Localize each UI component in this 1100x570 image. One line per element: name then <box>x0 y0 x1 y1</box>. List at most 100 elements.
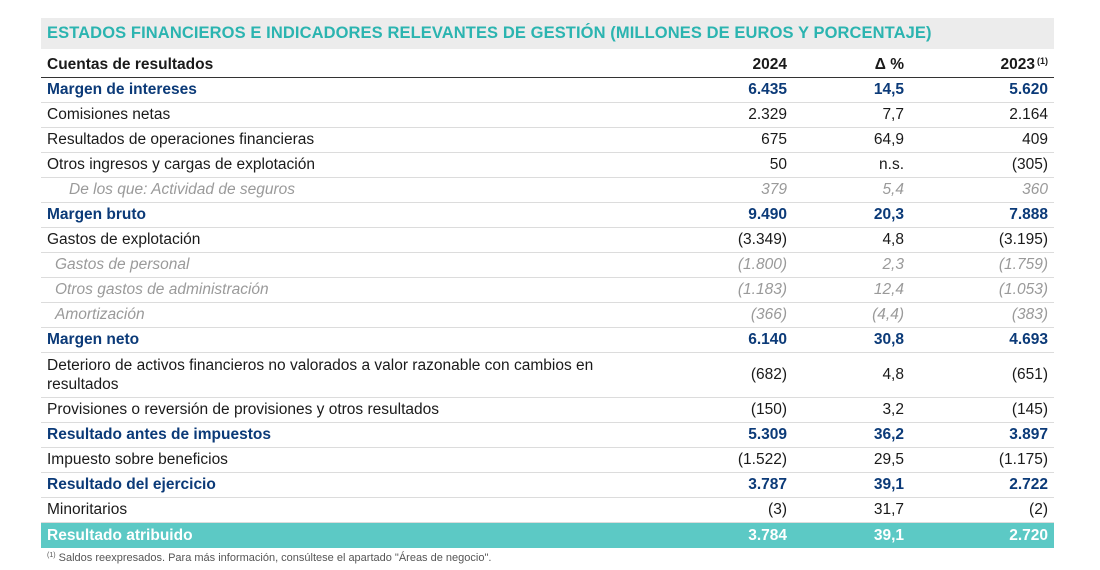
row-value-2024: 2.329 <box>641 102 793 128</box>
row-value-2024: 6.140 <box>641 327 793 353</box>
row-label: Resultado atribuido <box>41 522 641 548</box>
row-value-delta: 36,2 <box>793 422 910 448</box>
header-label: Cuentas de resultados <box>41 49 641 78</box>
row-value-delta: 4,8 <box>793 352 910 398</box>
row-label: Margen de intereses <box>41 77 641 103</box>
row-value-2023: (1.053) <box>910 277 1054 303</box>
row-value-2023: 360 <box>910 177 1054 203</box>
row-value-delta: 64,9 <box>793 127 910 153</box>
row-label: Amortización <box>41 302 641 328</box>
row-label: Resultado antes de impuestos <box>41 422 641 448</box>
table-row: Otros ingresos y cargas de explotación 5… <box>41 152 1054 178</box>
row-label: Resultado del ejercicio <box>41 472 641 498</box>
row-value-2024: (3) <box>641 497 793 523</box>
row-value-2023: 2.164 <box>910 102 1054 128</box>
row-value-delta: 14,5 <box>793 77 910 103</box>
table-row: Otros gastos de administración (1.183) 1… <box>41 277 1054 303</box>
table-row: Minoritarios (3) 31,7 (2) <box>41 497 1054 523</box>
row-value-2023: 4.693 <box>910 327 1054 353</box>
row-value-2023: (1.175) <box>910 447 1054 473</box>
row-label: Otros gastos de administración <box>41 277 641 303</box>
row-value-2024: 9.490 <box>641 202 793 228</box>
row-value-2023: 3.897 <box>910 422 1054 448</box>
row-label: Impuesto sobre beneficios <box>41 447 641 473</box>
table-row: Resultados de operaciones financieras 67… <box>41 127 1054 153</box>
row-label: Otros ingresos y cargas de explotación <box>41 152 641 178</box>
header-2023: 2023 (1) <box>910 49 1054 78</box>
row-value-2024: 6.435 <box>641 77 793 103</box>
row-value-2024: 50 <box>641 152 793 178</box>
row-value-2023: (145) <box>910 397 1054 423</box>
footnote-marker: (1) <box>1037 55 1048 66</box>
row-value-2024: (366) <box>641 302 793 328</box>
row-label: Margen neto <box>41 327 641 353</box>
row-value-delta: 30,8 <box>793 327 910 353</box>
footnote-mark: (1) <box>47 552 56 559</box>
row-value-2024: 379 <box>641 177 793 203</box>
row-value-2024: 5.309 <box>641 422 793 448</box>
row-value-2023: (2) <box>910 497 1054 523</box>
row-value-delta: 3,2 <box>793 397 910 423</box>
row-label: Minoritarios <box>41 497 641 523</box>
row-value-2023: 409 <box>910 127 1054 153</box>
row-value-2024: 675 <box>641 127 793 153</box>
row-label: Margen bruto <box>41 202 641 228</box>
table-row: Impuesto sobre beneficios (1.522) 29,5 (… <box>41 447 1054 473</box>
footnote-text: Saldos reexpresados. Para más informació… <box>58 552 492 564</box>
row-value-2023: (3.195) <box>910 227 1054 253</box>
row-value-delta: 31,7 <box>793 497 910 523</box>
row-value-delta: 4,8 <box>793 227 910 253</box>
row-label: De los que: Actividad de seguros <box>41 177 641 203</box>
row-value-delta: (4,4) <box>793 302 910 328</box>
header-2024: 2024 <box>641 49 793 78</box>
row-value-2023: 5.620 <box>910 77 1054 103</box>
row-value-2023: 7.888 <box>910 202 1054 228</box>
header-delta: Δ % <box>793 49 910 78</box>
row-value-2024: 3.787 <box>641 472 793 498</box>
table-row: Amortización (366) (4,4) (383) <box>41 302 1054 328</box>
row-value-2023: 2.722 <box>910 472 1054 498</box>
table-row: Resultado antes de impuestos 5.309 36,2 … <box>41 422 1054 448</box>
row-value-2024: (1.800) <box>641 252 793 278</box>
table-row: De los que: Actividad de seguros 379 5,4… <box>41 177 1054 203</box>
row-label: Provisiones o reversión de provisiones y… <box>41 397 641 423</box>
row-value-2024: (682) <box>641 352 793 398</box>
row-value-2024: (3.349) <box>641 227 793 253</box>
row-value-delta: 7,7 <box>793 102 910 128</box>
row-value-2023: (383) <box>910 302 1054 328</box>
table-row: Margen bruto 9.490 20,3 7.888 <box>41 202 1054 228</box>
table-row: Deterioro de activos financieros no valo… <box>41 352 1054 398</box>
table-row: Margen de intereses 6.435 14,5 5.620 <box>41 77 1054 103</box>
table-row: Provisiones o reversión de provisiones y… <box>41 397 1054 423</box>
row-label: Comisiones netas <box>41 102 641 128</box>
table-row: Comisiones netas 2.329 7,7 2.164 <box>41 102 1054 128</box>
row-value-2023: 2.720 <box>910 522 1054 548</box>
table-row: Gastos de explotación (3.349) 4,8 (3.195… <box>41 227 1054 253</box>
table-row-highlighted: Resultado atribuido 3.784 39,1 2.720 <box>41 522 1054 548</box>
income-statement-table: Cuentas de resultados 2024 Δ % 2023 (1) M… <box>41 49 1054 548</box>
row-value-delta: 20,3 <box>793 202 910 228</box>
row-value-delta: 5,4 <box>793 177 910 203</box>
table-title: ESTADOS FINANCIEROS E INDICADORES RELEVA… <box>41 18 1054 49</box>
row-value-delta: 39,1 <box>793 522 910 548</box>
table-header-row: Cuentas de resultados 2024 Δ % 2023 (1) <box>41 49 1054 78</box>
table-row: Gastos de personal (1.800) 2,3 (1.759) <box>41 252 1054 278</box>
row-value-2023: (305) <box>910 152 1054 178</box>
row-value-2024: (150) <box>641 397 793 423</box>
financial-statements-panel: ESTADOS FINANCIEROS E INDICADORES RELEVA… <box>41 18 1054 564</box>
row-label: Resultados de operaciones financieras <box>41 127 641 153</box>
table-row: Margen neto 6.140 30,8 4.693 <box>41 327 1054 353</box>
row-value-2023: (651) <box>910 352 1054 398</box>
footnote: (1) Saldos reexpresados. Para más inform… <box>41 552 1054 564</box>
row-value-2024: (1.522) <box>641 447 793 473</box>
row-value-2023: (1.759) <box>910 252 1054 278</box>
row-value-delta: 39,1 <box>793 472 910 498</box>
row-value-delta: 2,3 <box>793 252 910 278</box>
row-label: Gastos de explotación <box>41 227 641 253</box>
table-row: Resultado del ejercicio 3.787 39,1 2.722 <box>41 472 1054 498</box>
row-label: Gastos de personal <box>41 252 641 278</box>
row-value-2024: 3.784 <box>641 522 793 548</box>
row-value-delta: 12,4 <box>793 277 910 303</box>
row-label: Deterioro de activos financieros no valo… <box>41 352 641 398</box>
row-value-delta: n.s. <box>793 152 910 178</box>
